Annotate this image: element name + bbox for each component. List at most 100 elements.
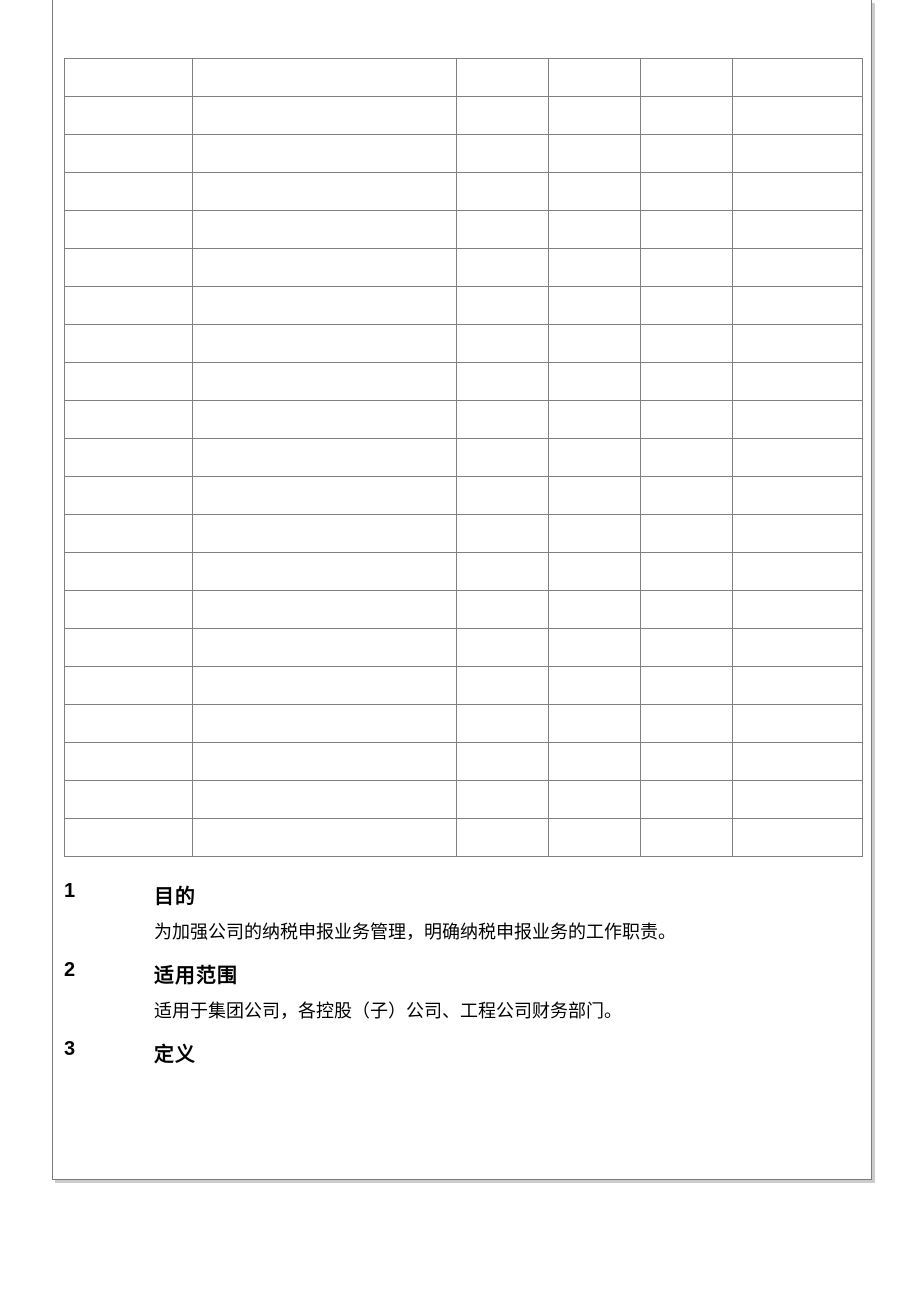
table-cell [193,173,457,211]
table-cell [65,249,193,287]
table-cell [549,477,641,515]
table-cell [193,781,457,819]
section-heading: 2 适用范围 [64,959,824,988]
table-cell [733,401,863,439]
table-cell [457,553,549,591]
table-cell [65,705,193,743]
table-cell [549,439,641,477]
table-cell [641,781,733,819]
table-cell [457,287,549,325]
section-body: 适用于集团公司，各控股（子）公司、工程公司财务部门。 [154,994,824,1028]
table-cell [457,59,549,97]
table-row [65,705,863,743]
table-cell [733,59,863,97]
table-cell [457,781,549,819]
table-cell [641,173,733,211]
section-number: 1 [64,880,154,903]
table-cell [549,401,641,439]
table-cell [65,363,193,401]
table-cell [193,249,457,287]
table-cell [193,325,457,363]
table-cell [193,363,457,401]
table-cell [641,363,733,401]
table-cell [193,401,457,439]
table-cell [549,629,641,667]
table-row [65,401,863,439]
table-cell [457,515,549,553]
table-cell [733,553,863,591]
section-title: 适用范围 [154,959,238,988]
table-cell [733,629,863,667]
table-cell [549,363,641,401]
table-cell [641,325,733,363]
table-row [65,819,863,857]
table-row [65,743,863,781]
table-row [65,591,863,629]
table-cell [733,363,863,401]
table-row [65,211,863,249]
section-number: 2 [64,959,154,982]
table-row [65,439,863,477]
table-cell [641,477,733,515]
section-title: 目的 [154,880,196,909]
table-cell [193,705,457,743]
table-cell [193,553,457,591]
table-cell [65,401,193,439]
table-cell [733,211,863,249]
table-cell [193,743,457,781]
data-table [64,58,863,857]
table-cell [549,135,641,173]
table-cell [65,173,193,211]
table-cell [733,97,863,135]
table-cell [457,363,549,401]
table-cell [641,249,733,287]
table-cell [733,743,863,781]
table-cell [65,287,193,325]
table-row [65,249,863,287]
table-cell [65,553,193,591]
table-cell [193,667,457,705]
table-cell [65,781,193,819]
table-cell [549,591,641,629]
table-cell [65,59,193,97]
table-cell [733,135,863,173]
table-cell [733,173,863,211]
table-cell [457,211,549,249]
table-cell [549,553,641,591]
table-cell [733,287,863,325]
table-cell [193,211,457,249]
table-row [65,477,863,515]
table-cell [457,743,549,781]
table-cell [457,135,549,173]
table-cell [733,325,863,363]
table-cell [457,173,549,211]
table-cell [549,705,641,743]
table-cell [733,439,863,477]
table-row [65,325,863,363]
table-cell [193,477,457,515]
table-row [65,667,863,705]
page-shadow-bottom [55,1180,875,1183]
table-cell [65,591,193,629]
table-row [65,287,863,325]
table-cell [641,211,733,249]
table-row [65,629,863,667]
table-cell [193,135,457,173]
table-cell [549,743,641,781]
table-cell [733,477,863,515]
table-cell [733,667,863,705]
table-cell [733,515,863,553]
table-row [65,781,863,819]
table-cell [641,59,733,97]
table-cell [193,515,457,553]
section-number: 3 [64,1038,154,1061]
table-cell [641,591,733,629]
table-cell [193,629,457,667]
table-cell [65,97,193,135]
table-cell [457,439,549,477]
table-cell [457,705,549,743]
table-row [65,553,863,591]
table-cell [193,287,457,325]
section-body: 为加强公司的纳税申报业务管理，明确纳税申报业务的工作职责。 [154,915,824,949]
table-cell [549,667,641,705]
